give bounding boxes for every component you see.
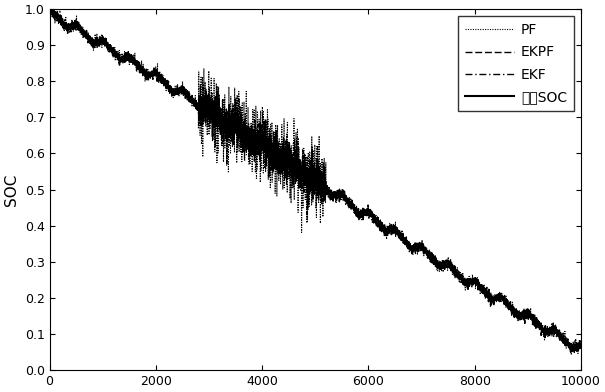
EKPF: [513, 311, 520, 316]
真实SOC: [371, 216, 379, 221]
EKPF: [577, 343, 584, 348]
PF: [113, 54, 120, 59]
EKF: [148, 72, 155, 77]
PF: [434, 269, 441, 273]
真实SOC: [577, 342, 584, 347]
PF: [536, 328, 543, 333]
PF: [46, 7, 53, 11]
真实SOC: [434, 261, 441, 266]
真实SOC: [535, 323, 543, 327]
EKF: [434, 261, 441, 266]
EKF: [577, 343, 584, 348]
EKPF: [372, 216, 379, 221]
PF: [567, 352, 575, 357]
真实SOC: [113, 52, 120, 56]
Line: 真实SOC: 真实SOC: [50, 9, 581, 349]
EKF: [513, 314, 520, 319]
真实SOC: [148, 73, 155, 78]
PF: [372, 219, 379, 224]
EKF: [568, 349, 575, 354]
真实SOC: [568, 347, 575, 351]
PF: [46, 12, 53, 16]
EKPF: [113, 53, 120, 57]
EKPF: [47, 7, 54, 11]
EKF: [46, 10, 53, 15]
PF: [577, 343, 584, 348]
EKPF: [536, 325, 543, 329]
EKPF: [46, 10, 53, 15]
PF: [148, 74, 155, 79]
Line: EKF: EKF: [50, 9, 581, 351]
Y-axis label: SOC: SOC: [4, 173, 19, 206]
Line: PF: PF: [50, 9, 581, 355]
EKF: [113, 52, 120, 56]
EKF: [536, 325, 543, 329]
EKF: [372, 218, 379, 223]
EKF: [47, 7, 54, 11]
Legend: PF, EKPF, EKF, 真实SOC: PF, EKPF, EKF, 真实SOC: [459, 16, 574, 111]
Line: EKPF: EKPF: [50, 9, 581, 352]
真实SOC: [513, 312, 520, 317]
PF: [513, 313, 520, 318]
EKPF: [148, 70, 155, 74]
真实SOC: [46, 7, 53, 11]
EKPF: [571, 350, 578, 355]
EKPF: [434, 261, 441, 266]
